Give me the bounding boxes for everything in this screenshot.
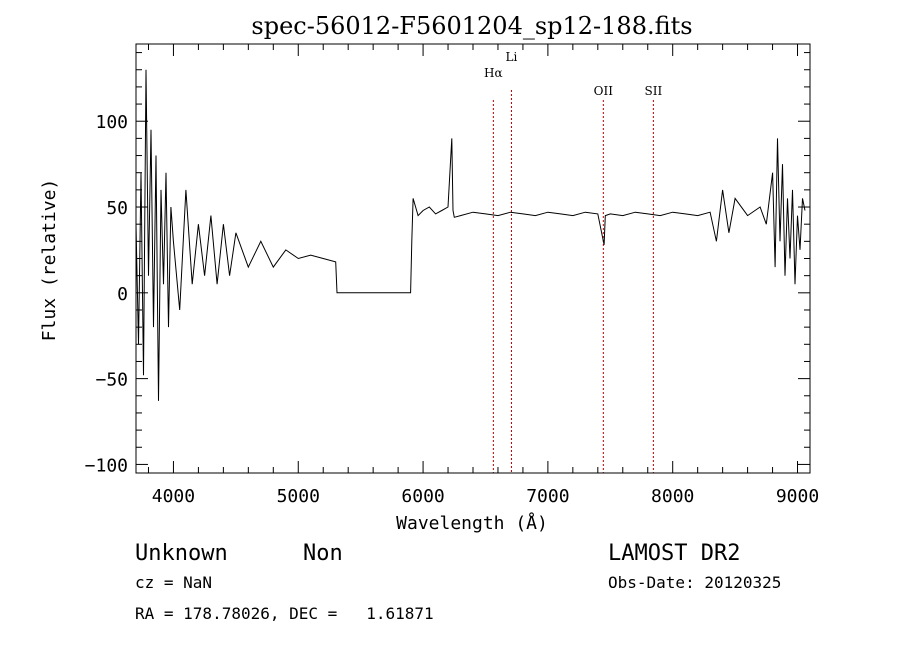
y-tick-label: 50 — [106, 198, 128, 219]
survey-label: LAMOST DR2 — [608, 541, 740, 566]
y-tick-label: 0 — [117, 284, 128, 305]
spectral-line-label: OII — [594, 84, 614, 98]
redshift-label: cz = NaN — [135, 573, 212, 592]
x-tick-label: 9000 — [776, 486, 819, 507]
y-tick-label: 100 — [95, 112, 128, 133]
x-tick-label: 7000 — [526, 486, 569, 507]
chart-title: spec-56012-F5601204_sp12-188.fits — [251, 12, 692, 40]
spectral-line-label: Hα — [484, 66, 503, 80]
axes: 4000 5000 6000 7000 8000 9000 −100 −50 0 50 100 — [85, 43, 819, 507]
y-tick-label: −100 — [85, 455, 128, 476]
x-tick-label: 4000 — [152, 486, 195, 507]
coordinates-label: RA = 178.78026, DEC = 1.61871 — [135, 604, 434, 623]
x-axis-label: Wavelength (Å) — [396, 512, 548, 534]
spectral-line-label: Li — [506, 50, 518, 64]
object-class: Unknown — [135, 541, 228, 566]
y-axis-label: Flux (relative) — [39, 179, 60, 342]
obs-date-label: Obs-Date: 20120325 — [608, 573, 781, 592]
x-tick-label: 6000 — [401, 486, 444, 507]
plot-frame — [135, 43, 811, 474]
spectral-line-label: SII — [645, 84, 663, 98]
x-tick-label: 5000 — [277, 486, 320, 507]
x-tick-label: 8000 — [651, 486, 694, 507]
spectrum-series-line — [135, 69, 806, 401]
y-tick-label: −50 — [95, 370, 128, 391]
object-subclass: Non — [303, 541, 343, 566]
